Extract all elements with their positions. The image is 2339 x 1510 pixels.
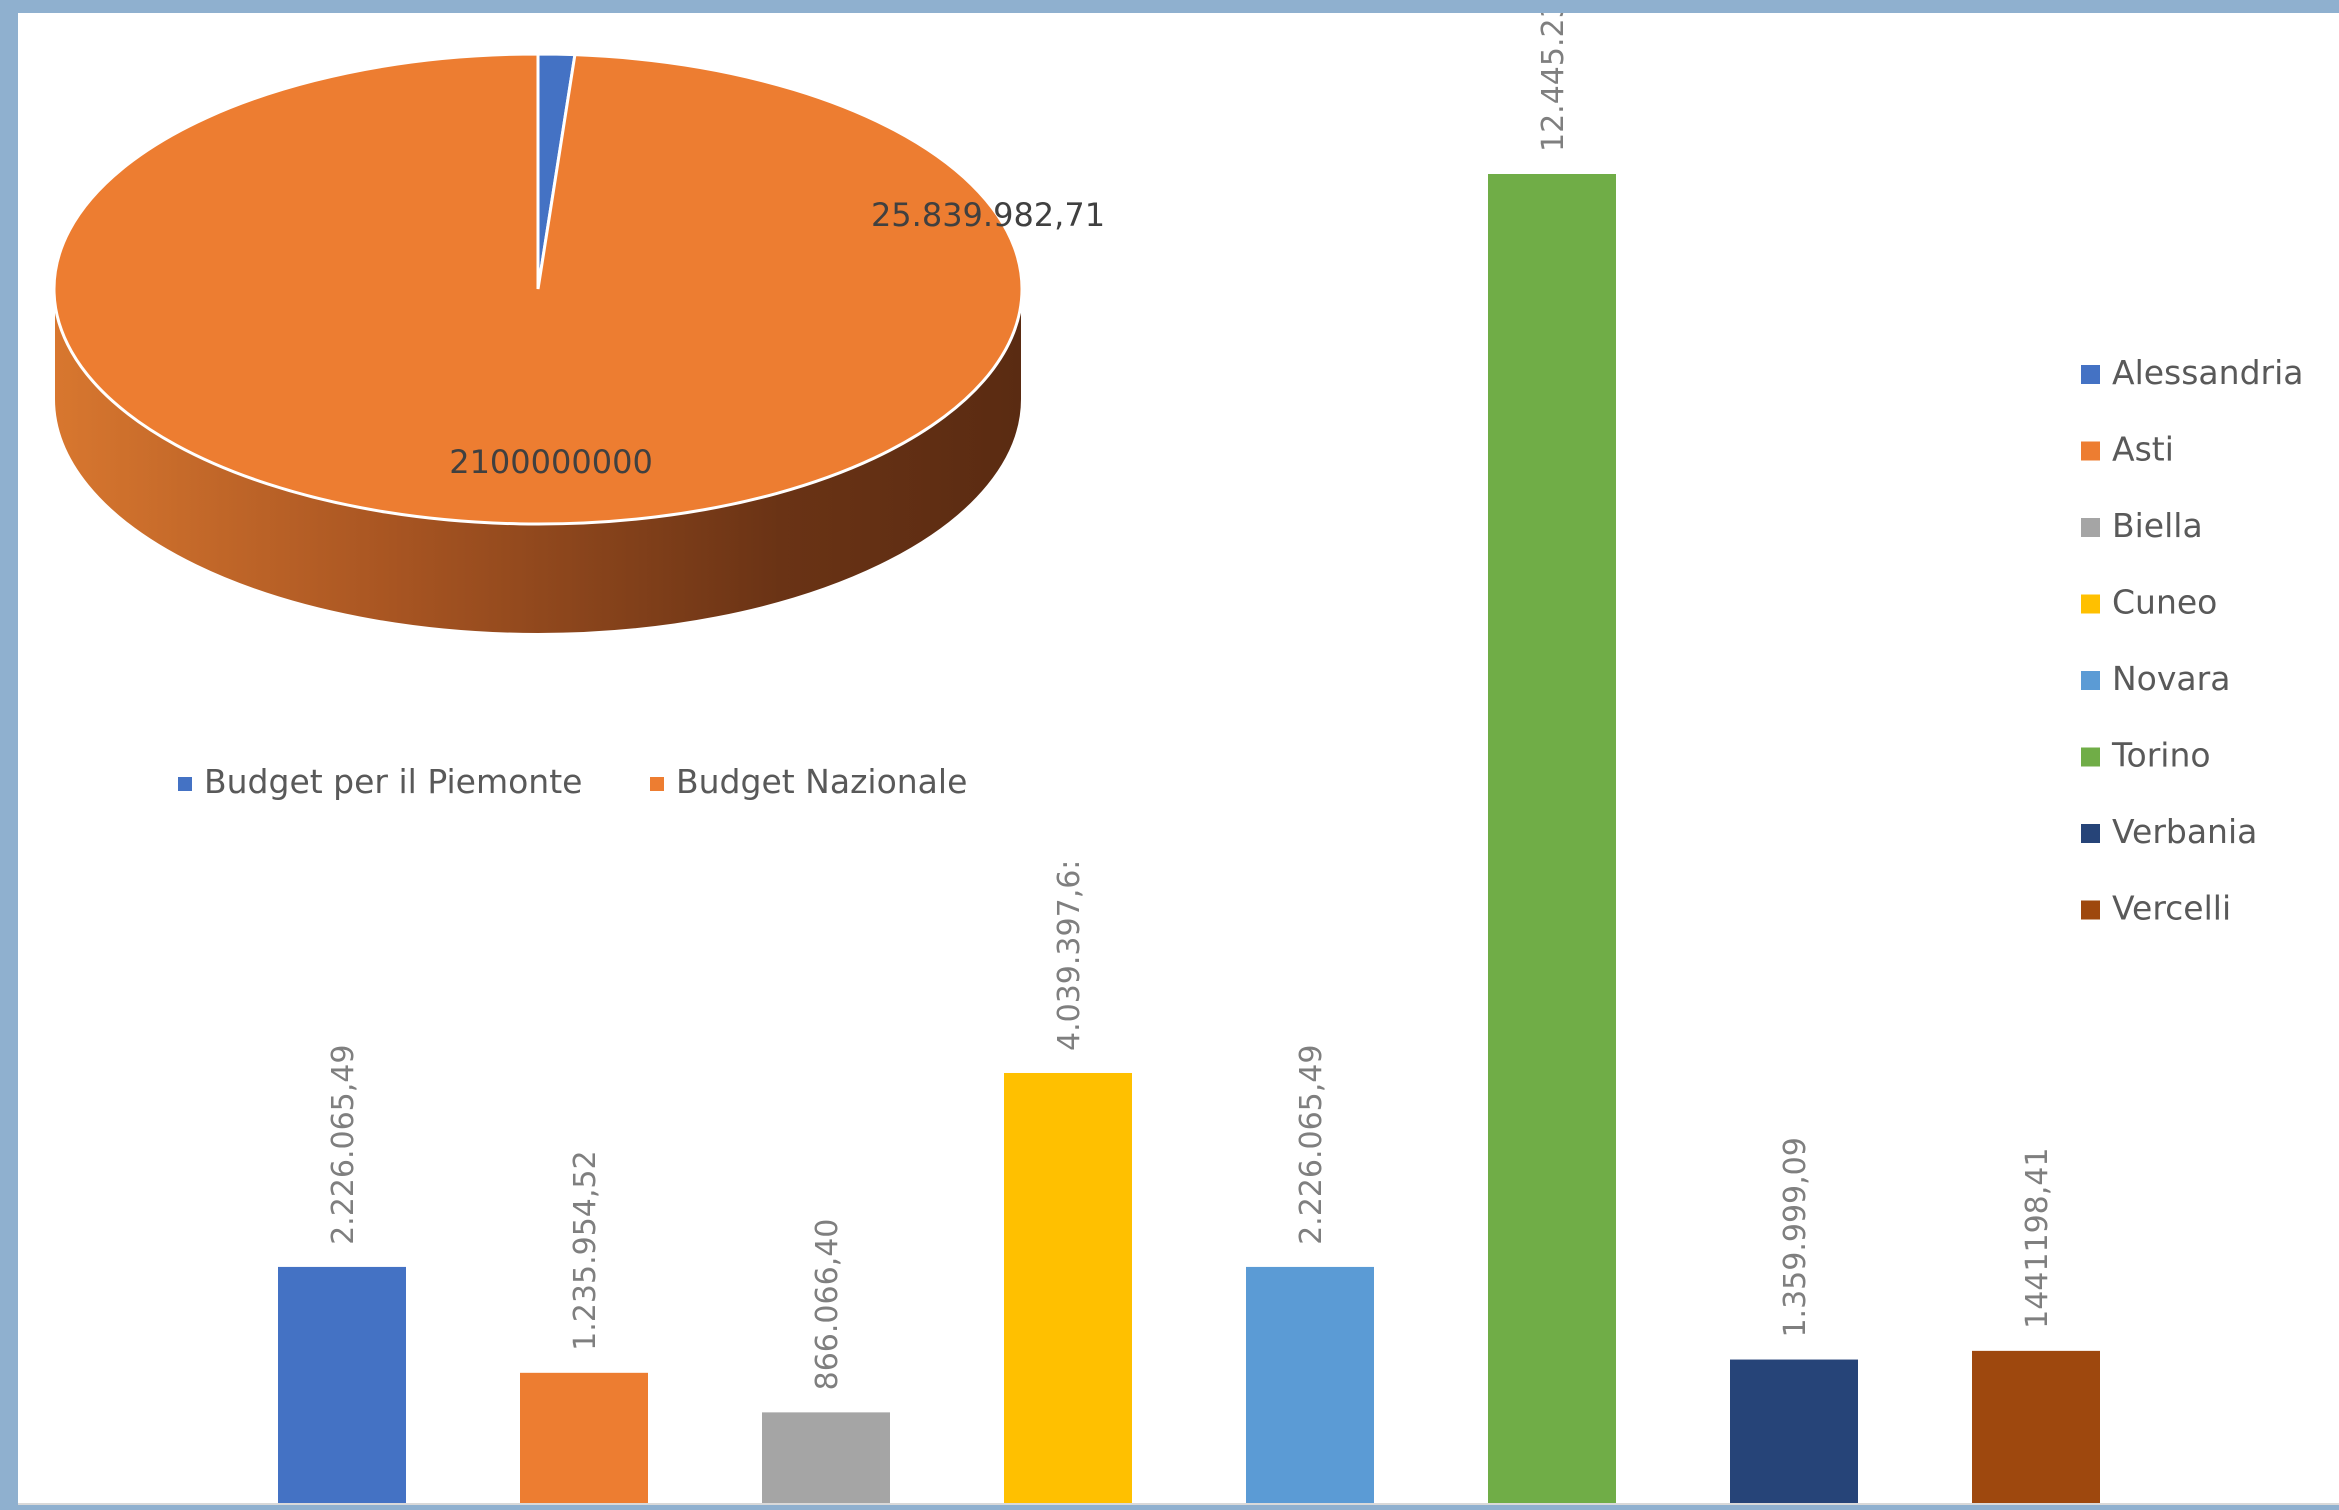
bar-alessandria — [278, 1266, 406, 1505]
bar-data-label-biella: 866.066,40 — [810, 1219, 845, 1391]
bar-torino — [1488, 174, 1616, 1505]
bar-legend-swatch-asti — [2081, 441, 2100, 461]
bar-legend-swatch-verbania — [2081, 824, 2100, 843]
bar-legend-label-biella: Biella — [2112, 506, 2203, 545]
bar-legend-label-torino: Torino — [2111, 736, 2211, 775]
pie-data-label-0: 25.839.982,71 — [871, 196, 1105, 234]
bar-data-label-novara: 2.226.065,49 — [1294, 1045, 1329, 1245]
bar-legend-swatch-biella — [2081, 518, 2100, 537]
bar-asti — [520, 1372, 648, 1505]
bar-legend-label-verbania: Verbania — [2112, 812, 2257, 851]
bar-data-label-verbania: 1.359.999,09 — [1778, 1137, 1813, 1337]
pie-slice-1 — [52, 52, 1024, 526]
bar-legend-swatch-novara — [2081, 671, 2100, 690]
bar-biella — [762, 1412, 890, 1505]
pie-legend-swatch-1 — [650, 777, 664, 791]
pie-legend: Budget per il Piemonte Budget Nazionale — [178, 762, 967, 801]
bar-legend-label-alessandria: Alessandria — [2112, 353, 2303, 392]
bar-legend-swatch-alessandria — [2081, 365, 2100, 384]
bar-data-label-cuneo: 4.039.397,6: — [1052, 860, 1087, 1051]
bar-chart: 2.226.065,49 1.235.954,52 866.066,40 4.039.… — [18, 13, 2339, 1505]
bar-legend-swatch-cuneo — [2081, 594, 2100, 614]
pie-legend-swatch-0 — [178, 777, 192, 791]
bar-data-label-alessandria: 2.226.065,49 — [326, 1045, 361, 1245]
pie-chart: 25.839.982,71 2100000000 Budget per il Pie… — [52, 52, 1105, 801]
pie-legend-label-1: Budget Nazionale — [676, 762, 967, 801]
bar-novara — [1246, 1266, 1374, 1505]
bar-legend-swatch-torino — [2081, 747, 2100, 767]
bar-legend-label-asti: Asti — [2112, 430, 2174, 469]
bar-legend-swatch-vercelli — [2081, 900, 2100, 920]
bar-vercelli — [1972, 1350, 2100, 1505]
bar-verbania — [1730, 1359, 1858, 1505]
pie-legend-label-0: Budget per il Piemonte — [204, 762, 582, 801]
bar-legend-label-cuneo: Cuneo — [2112, 583, 2217, 622]
bar-legend-label-novara: Novara — [2112, 659, 2230, 698]
bar-cuneo — [1004, 1072, 1132, 1505]
pie-data-label-1: 2100000000 — [449, 443, 653, 481]
bar-legend-label-vercelli: Vercelli — [2112, 889, 2231, 928]
bar-data-label-torino: 12.445.235,70 — [1536, 13, 1571, 152]
chart-area: 25.839.982,71 2100000000 Budget per il Pie… — [18, 13, 2339, 1505]
bar-data-label-asti: 1.235.954,52 — [568, 1150, 603, 1350]
bar-legend: Alessandria Asti Biella Cuneo Novara Torino Ve… — [2081, 353, 2303, 928]
bar-data-label-vercelli: 1441198,41 — [2020, 1148, 2055, 1329]
